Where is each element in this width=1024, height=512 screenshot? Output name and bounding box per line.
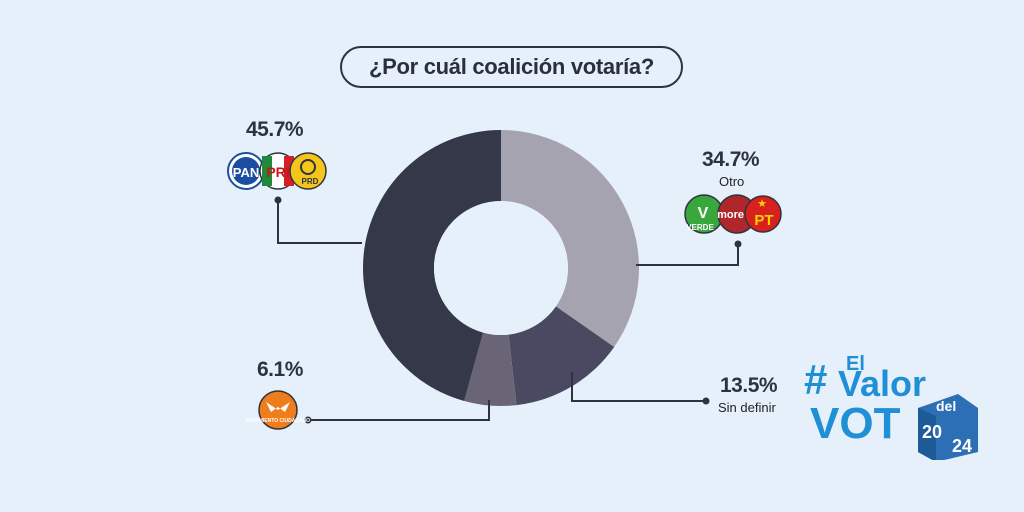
svg-text:PT: PT <box>754 212 773 229</box>
prd-logo: PRD <box>289 152 327 190</box>
chart-title: ¿Por cuál coalición votaría? <box>340 46 683 88</box>
donut-slices <box>363 130 639 406</box>
el-valor-del-voto-logo: # El Valor VOT del 20 24 <box>804 350 994 462</box>
label-sin-definir-name: Sin definir <box>718 400 776 415</box>
pan-logo-text: PAN <box>233 165 259 180</box>
ballot-box-icon: del 20 24 <box>918 394 978 462</box>
label-morena-name: Otro <box>719 174 745 189</box>
slice-sin-definir <box>508 306 615 406</box>
pri-logo-text: PRI <box>266 164 289 180</box>
brand-year-bottom: 24 <box>952 436 972 456</box>
label-morena-pct: 34.7% <box>702 148 760 171</box>
brand-el: El <box>846 353 865 375</box>
brand-valor: Valor <box>838 363 926 404</box>
leader-dot-morena <box>734 240 742 248</box>
slice-mc <box>464 332 517 406</box>
leader-line-morena <box>636 244 739 266</box>
brand-year-top: 20 <box>922 422 942 442</box>
mc-logo: MOVIMIENTO CIUDADANO <box>246 390 310 430</box>
brand-logo-graphic: # El Valor VOT del 20 24 <box>804 353 978 462</box>
brand-hash: # <box>804 356 827 403</box>
leader-dot-sin-definir <box>702 397 710 405</box>
brand-voto: VOT <box>810 399 901 448</box>
leader-line-pri <box>277 200 362 244</box>
prd-logo-text: PRD <box>302 177 319 186</box>
leader-line-mc <box>308 400 490 421</box>
label-mc-pct: 6.1% <box>257 358 303 381</box>
pan-logo: PAN <box>227 152 265 190</box>
chart-title-text: ¿Por cuál coalición votaría? <box>368 54 654 79</box>
leader-dot-pri <box>274 196 282 204</box>
pt-logo: ★ PT <box>744 195 782 233</box>
donut-hole <box>434 201 568 335</box>
pri-logo: PRI <box>259 152 297 190</box>
slice-otro <box>501 130 639 347</box>
leader-dot-mc <box>304 416 312 424</box>
svg-text:★: ★ <box>757 198 767 210</box>
brand-del: del <box>936 398 956 414</box>
svg-text:MOVIMIENTO CIUDADANO: MOVIMIENTO CIUDADANO <box>246 418 310 424</box>
slice-pri <box>363 130 501 401</box>
label-pri-pct: 45.7% <box>246 118 304 141</box>
svg-text:V: V <box>698 205 709 222</box>
leader-line-sin-definir <box>571 372 705 402</box>
svg-text:VERDE: VERDE <box>686 223 714 232</box>
label-sin-definir-pct: 13.5% <box>720 374 778 397</box>
